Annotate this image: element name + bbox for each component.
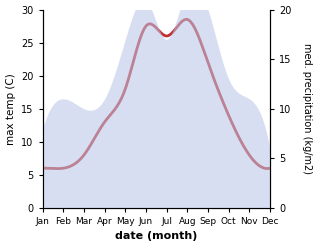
Y-axis label: med. precipitation (kg/m2): med. precipitation (kg/m2) — [302, 43, 313, 174]
Y-axis label: max temp (C): max temp (C) — [5, 73, 16, 144]
X-axis label: date (month): date (month) — [115, 231, 197, 242]
